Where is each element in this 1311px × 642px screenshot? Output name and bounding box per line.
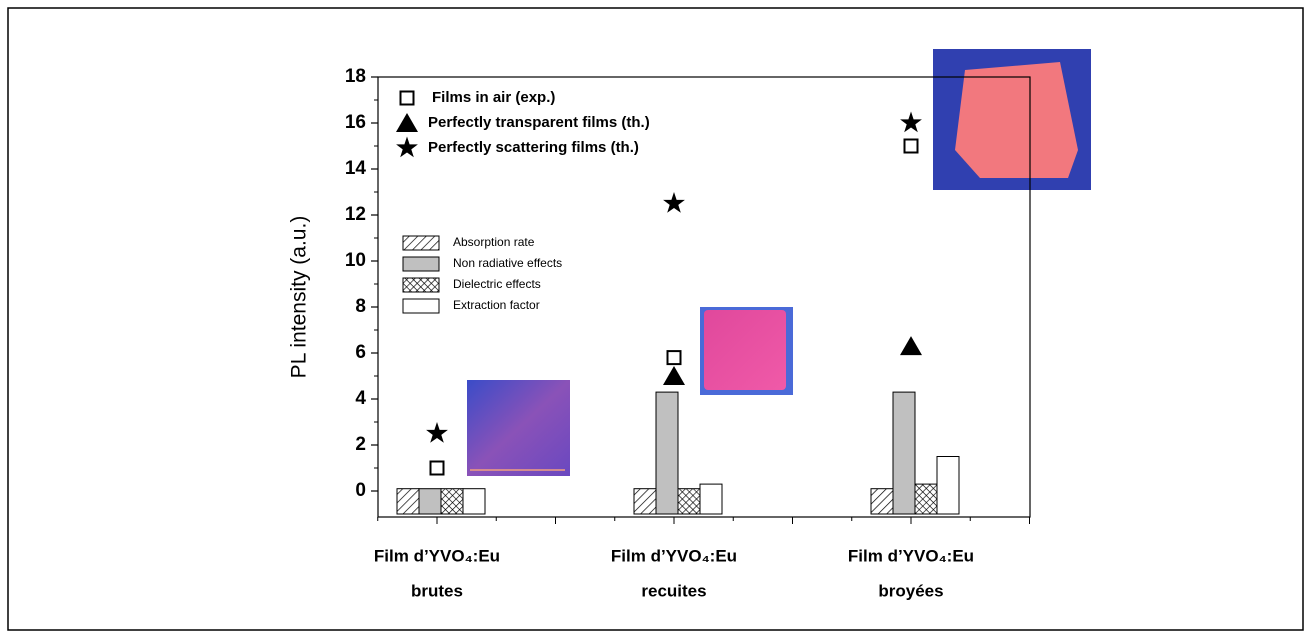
y-tick-label: 10 xyxy=(345,250,366,271)
y-tick-label: 18 xyxy=(345,66,366,87)
y-tick-label: 16 xyxy=(345,112,366,133)
y-axis-label: PL intensity (a.u.) xyxy=(288,216,311,379)
bar xyxy=(677,488,701,515)
y-tick-label: 2 xyxy=(355,434,366,455)
bar xyxy=(870,488,894,515)
x-tick-label: Film d’YVO₄:Eu xyxy=(848,546,974,565)
legend-label: Non radiative effects xyxy=(453,256,562,270)
point xyxy=(663,366,685,385)
legend-swatch xyxy=(402,235,440,251)
photo-inset xyxy=(933,49,1091,190)
y-tick-label: 0 xyxy=(355,480,366,501)
bar xyxy=(418,488,442,515)
point xyxy=(663,192,685,213)
legend-label: Perfectly transparent films (th.) xyxy=(428,114,650,131)
y-tick-label: 6 xyxy=(355,342,366,363)
bar xyxy=(655,391,679,515)
bar xyxy=(892,391,916,515)
photo-inset xyxy=(467,380,570,476)
legend-swatch xyxy=(402,277,440,293)
legend-label: Films in air (exp.) xyxy=(432,89,555,106)
legend-marker xyxy=(399,90,415,106)
frame xyxy=(7,7,1304,631)
point xyxy=(426,422,448,443)
photo-inset xyxy=(700,307,793,395)
y-tick-label: 8 xyxy=(355,296,366,317)
y-tick-label: 14 xyxy=(345,158,367,179)
bar xyxy=(914,483,938,515)
legend-label: Dielectric effects xyxy=(453,277,541,291)
legend-label: Extraction factor xyxy=(453,298,540,312)
bar xyxy=(396,488,420,515)
y-tick-label: 4 xyxy=(355,388,366,409)
point xyxy=(900,111,922,133)
bar xyxy=(633,488,657,515)
point xyxy=(666,350,682,366)
x-tick-label: broyées xyxy=(878,581,943,600)
x-tick-label: Film d’YVO₄:Eu xyxy=(611,546,737,565)
legend-marker xyxy=(396,113,418,132)
bar xyxy=(699,483,723,515)
bar xyxy=(462,488,486,515)
legend-label: Absorption rate xyxy=(453,235,535,249)
point xyxy=(900,336,922,356)
legend-label: Perfectly scattering films (th.) xyxy=(428,139,639,156)
x-tick-label: recuites xyxy=(641,581,706,600)
point xyxy=(429,460,445,476)
legend-swatch xyxy=(402,298,440,314)
y-tick-label: 12 xyxy=(345,204,366,225)
bar xyxy=(440,488,464,515)
x-tick-label: Film d’YVO₄:Eu xyxy=(374,546,500,565)
bar xyxy=(936,456,960,515)
x-tick-label: brutes xyxy=(411,581,463,600)
legend-swatch xyxy=(402,256,440,272)
point xyxy=(903,138,919,154)
legend-marker xyxy=(396,136,418,158)
plot-frame xyxy=(377,76,1031,518)
